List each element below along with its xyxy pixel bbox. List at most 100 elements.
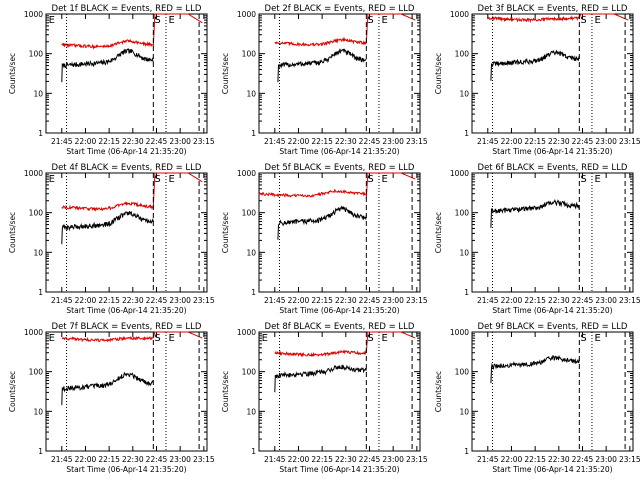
det9-plot-frame: [471, 331, 634, 452]
det9-xtick-label: 22:30: [548, 455, 570, 464]
det8-series-lld: [274, 331, 416, 358]
det4-xtick-label: 22:45: [146, 296, 168, 305]
det6-panel: Det 6f BLACK = Events, RED = LLD 1 10 100 10…: [434, 163, 640, 315]
det8-xtick-label: 23:15: [406, 455, 428, 464]
det3-marker-label: S: [580, 15, 586, 26]
det4-ytick-label: 100: [29, 209, 44, 218]
det6-xtick-label: 22:00: [501, 296, 523, 305]
det4-marker-label: S: [154, 174, 160, 185]
det5-plot-frame: [258, 172, 421, 293]
det7-panel: Det 7f BLACK = Events, RED = LLD 1 10 100 10…: [8, 322, 215, 474]
det9-ytick-label: 1: [464, 447, 469, 456]
det1-panel: Det 1f BLACK = Events, RED = LLD 1 10 100 10…: [8, 4, 215, 156]
det1-marker-label: E: [169, 15, 175, 26]
det3-ytick-label: 1: [464, 129, 469, 138]
det1-xlabel: Start Time (06-Apr-14 21:35:20): [66, 147, 186, 156]
det8-plot-frame: [258, 331, 421, 452]
det5-xtick-label: 22:00: [288, 296, 310, 305]
det9-xtick-label: 23:00: [595, 455, 617, 464]
det2-ytick-label: 10: [246, 89, 256, 98]
det9-title: Det 9f BLACK = Events, RED = LLD: [478, 322, 628, 332]
det7-ytick-label: 10: [33, 407, 43, 416]
det7-ylabel: Counts/sec: [8, 371, 17, 412]
det1-xtick-label: 21:45: [51, 137, 73, 146]
det6-series-events: [490, 198, 580, 228]
det3-ytick-label: 10: [459, 89, 469, 98]
det1-plot-frame: [45, 13, 208, 134]
det1-marker-label: S: [154, 15, 160, 26]
det8-xtick-label: 22:30: [335, 455, 357, 464]
det4-marker-label: E: [49, 174, 55, 185]
det2-title: Det 2f BLACK = Events, RED = LLD: [265, 4, 415, 14]
det2-xlabel: Start Time (06-Apr-14 21:35:20): [279, 147, 399, 156]
det5-series-events: [277, 205, 367, 240]
det8-xlabel: Start Time (06-Apr-14 21:35:20): [279, 465, 399, 474]
det7-series-lld: [61, 331, 203, 343]
det8-ytick-label: 1: [251, 447, 256, 456]
det7-xtick-label: 21:45: [51, 455, 73, 464]
det8-xtick-label: 23:00: [382, 455, 404, 464]
det9-marker-label: S: [580, 333, 586, 344]
det7-xtick-label: 23:15: [193, 455, 215, 464]
det5-ytick-label: 100: [242, 209, 257, 218]
det5-series-lld: [258, 172, 416, 199]
det5-ylabel: Counts/sec: [221, 212, 230, 253]
det4-ylabel: Counts/sec: [8, 212, 17, 253]
det5-title: Det 5f BLACK = Events, RED = LLD: [265, 163, 415, 173]
det3-ytick-label: 100: [455, 50, 470, 59]
det4-ytick-label: 10: [33, 248, 43, 257]
det7-xtick-label: 23:00: [169, 455, 191, 464]
det4-xtick-label: 22:00: [75, 296, 97, 305]
det5-xtick-label: 22:15: [311, 296, 333, 305]
det3-ytick-label: 1000: [450, 10, 469, 19]
det8-marker-label: E: [262, 333, 268, 344]
det7-ytick-label: 1: [38, 447, 43, 456]
det9-marker-label: E: [595, 333, 601, 344]
det3-xtick-label: 22:15: [524, 137, 546, 146]
det6-marker-label: S: [580, 174, 586, 185]
det2-series-events: [277, 48, 367, 83]
det9-ylabel: Counts/sec: [434, 371, 443, 412]
det7-xlabel: Start Time (06-Apr-14 21:35:20): [66, 465, 186, 474]
det4-plot-frame: [45, 172, 208, 293]
det3-ylabel: Counts/sec: [434, 53, 443, 94]
det6-marker-label: E: [595, 174, 601, 185]
det6-title: Det 6f BLACK = Events, RED = LLD: [478, 163, 628, 173]
det2-ylabel: Counts/sec: [221, 53, 230, 94]
det4-xtick-label: 21:45: [51, 296, 73, 305]
det3-xtick-label: 23:15: [619, 137, 640, 146]
det9-ytick-label: 100: [455, 368, 470, 377]
det5-xtick-label: 22:45: [359, 296, 381, 305]
det5-xlabel: Start Time (06-Apr-14 21:35:20): [279, 306, 399, 315]
det1-ytick-label: 1: [38, 129, 43, 138]
det8-ytick-label: 10: [246, 407, 256, 416]
det7-xtick-label: 22:30: [122, 455, 144, 464]
det6-ytick-label: 100: [455, 209, 470, 218]
det4-xtick-label: 22:30: [122, 296, 144, 305]
det1-xtick-label: 22:00: [75, 137, 97, 146]
det7-marker-label: S: [154, 333, 160, 344]
det3-title: Det 3f BLACK = Events, RED = LLD: [478, 4, 628, 14]
det5-xtick-label: 21:45: [264, 296, 286, 305]
det3-series-lld: [487, 13, 629, 24]
det3-series-events: [490, 49, 580, 81]
det8-xtick-label: 21:45: [264, 455, 286, 464]
det1-series-lld: [61, 13, 203, 50]
det3-xtick-label: 22:00: [501, 137, 523, 146]
det9-ytick-label: 10: [459, 407, 469, 416]
det7-xtick-label: 22:45: [146, 455, 168, 464]
det8-marker-label: S: [367, 333, 373, 344]
det5-marker-label: E: [382, 174, 388, 185]
det9-ytick-label: 1000: [450, 328, 469, 337]
det1-xtick-label: 22:15: [98, 137, 120, 146]
det4-marker-label: E: [169, 174, 175, 185]
det1-marker-label: E: [49, 15, 55, 26]
det2-panel: Det 2f BLACK = Events, RED = LLD 1 10 100 10…: [221, 4, 428, 156]
det2-ytick-label: 100: [242, 50, 257, 59]
det7-plot-frame: [45, 331, 208, 452]
det5-ytick-label: 1: [251, 288, 256, 297]
det6-ytick-label: 1: [464, 288, 469, 297]
det3-xtick-label: 23:00: [595, 137, 617, 146]
det1-xtick-label: 22:45: [146, 137, 168, 146]
det6-plot-frame: [471, 172, 634, 293]
